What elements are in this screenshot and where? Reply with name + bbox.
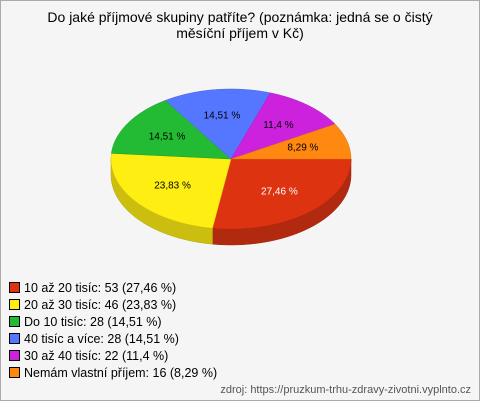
slice (111, 100, 232, 160)
slice-label: 14,51 % (149, 131, 186, 142)
legend-item: Do 10 tisíc: 28 (14,51 %) (9, 314, 217, 331)
slice (164, 88, 271, 160)
legend-label: Do 10 tisíc: 28 (14,51 %) (24, 315, 162, 329)
legend-label: 20 až 30 tisíc: 46 (23,83 %) (24, 298, 177, 312)
slice-label: 8,29 % (287, 142, 318, 153)
slice (230, 92, 336, 160)
legend-swatch (9, 282, 20, 293)
legend-swatch (9, 299, 20, 310)
legend-label: Nemám vlastní příjem: 16 (8,29 %) (24, 366, 218, 380)
legend-label: 10 až 20 tisíc: 53 (27,46 %) (24, 281, 177, 295)
legend-swatch (9, 316, 20, 327)
legend-label: 40 tisíc a více: 28 (14,51 %) (24, 332, 179, 346)
legend-swatch (9, 350, 20, 361)
slice (212, 158, 352, 230)
legend-item: 40 tisíc a více: 28 (14,51 %) (9, 331, 217, 348)
legend-swatch (9, 367, 20, 378)
legend-label: 30 až 40 tisíc: 22 (11,4 %) (24, 349, 169, 363)
legend-item: 20 až 30 tisíc: 46 (23,83 %) (9, 297, 217, 314)
slice-label: 27,46 % (261, 187, 298, 198)
chart-title: Do jaké příjmové skupiny patříte? (pozná… (47, 9, 433, 41)
source: zdroj: https://pruzkum-trhu-zdravy-zivot… (220, 384, 471, 396)
slice-label: 11,4 % (263, 120, 293, 131)
legend: 10 až 20 tisíc: 53 (27,46 %) 20 až 30 tis… (9, 280, 217, 382)
legend-item: 10 až 20 tisíc: 53 (27,46 %) (9, 280, 217, 297)
legend-item: Nemám vlastní příjem: 16 (8,29 %) (9, 365, 217, 382)
legend-item: 30 až 40 tisíc: 22 (11,4 %) (9, 348, 217, 365)
slice (110, 153, 232, 229)
chart: 27,46 % 23,83 % 14,51 % 14,51 % 11,4 % 8,29 % (110, 88, 352, 246)
slice-label: 14,51 % (204, 111, 241, 122)
slice (230, 123, 352, 160)
slice-label: 23,83 % (154, 181, 191, 192)
legend-swatch (9, 333, 20, 344)
